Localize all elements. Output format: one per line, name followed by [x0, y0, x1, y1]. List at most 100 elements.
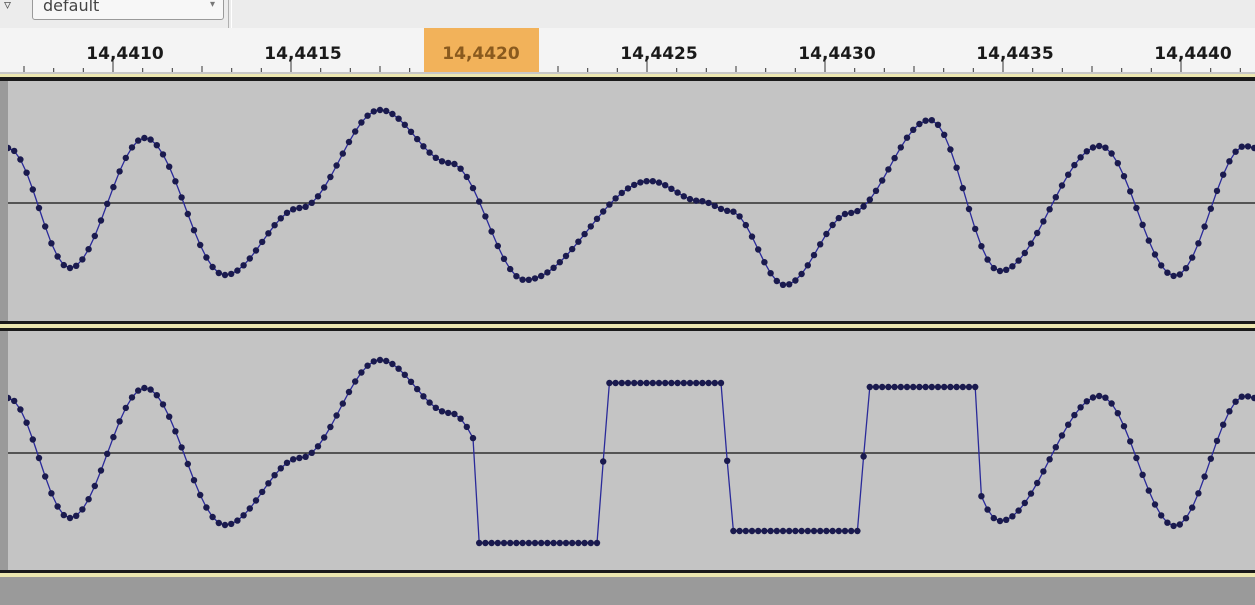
- sample-point: [333, 162, 340, 169]
- sample-point: [699, 379, 706, 387]
- sample-point: [1102, 144, 1109, 151]
- sample-point: [531, 275, 539, 282]
- track-bottom-border: [0, 570, 1255, 573]
- sample-point: [54, 503, 61, 510]
- sample-point: [178, 444, 185, 451]
- sample-point: [469, 184, 477, 192]
- sample-point: [916, 120, 923, 128]
- sample-point: [500, 539, 508, 547]
- sample-point: [240, 512, 247, 519]
- ruler-label: 14,4420: [442, 44, 520, 64]
- sample-point: [166, 413, 173, 420]
- sample-point: [432, 154, 439, 161]
- sample-point: [872, 383, 880, 391]
- sample-point: [308, 199, 315, 206]
- time-ruler[interactable]: [0, 28, 1255, 74]
- sample-point: [42, 223, 49, 230]
- sample-point: [432, 404, 439, 411]
- sample-point: [606, 379, 613, 387]
- sample-point: [395, 115, 402, 122]
- sample-point: [631, 379, 638, 387]
- sample-point: [897, 383, 904, 391]
- sample-point: [1170, 272, 1177, 280]
- sample-point: [823, 230, 830, 238]
- sample-point: [1034, 479, 1041, 487]
- sample-point: [79, 256, 86, 263]
- sample-point: [1176, 271, 1184, 278]
- sample-point: [1133, 454, 1140, 462]
- sample-point: [841, 210, 849, 218]
- dropdown-glyph-icon: ▿: [4, 0, 12, 13]
- sample-point: [866, 196, 873, 203]
- sample-point: [240, 262, 247, 269]
- preset-combo-box[interactable]: default ▾: [32, 0, 224, 20]
- sample-point: [996, 267, 1004, 275]
- sample-point: [618, 189, 625, 197]
- sample-point: [525, 276, 532, 283]
- ruler-label: 14,4435: [976, 44, 1053, 64]
- top-track[interactable]: [8, 81, 1255, 321]
- sample-point: [1058, 182, 1066, 189]
- sample-point: [482, 213, 489, 220]
- sample-point: [860, 453, 867, 460]
- sample-point: [66, 264, 74, 272]
- sample-point: [922, 117, 929, 124]
- track-separator-dark-2: [0, 328, 1255, 331]
- sample-point: [1021, 499, 1028, 507]
- sample-point: [252, 497, 260, 504]
- sample-point: [401, 121, 408, 128]
- sample-point: [395, 365, 402, 372]
- sample-point: [1083, 148, 1091, 155]
- sample-point: [1077, 404, 1084, 411]
- track-separator-dark: [0, 321, 1255, 324]
- sample-point: [1052, 444, 1060, 451]
- sample-point: [693, 379, 700, 387]
- sample-point: [910, 126, 917, 133]
- sample-point: [941, 383, 948, 391]
- sample-point: [848, 209, 855, 217]
- sample-point: [383, 107, 390, 115]
- sample-point: [327, 173, 334, 181]
- sample-point: [531, 539, 539, 547]
- sample-point: [488, 539, 495, 547]
- sample-point: [773, 277, 780, 285]
- sample-point: [48, 240, 55, 247]
- sample-point: [972, 225, 979, 233]
- sample-point: [779, 527, 787, 535]
- track-bottom-highlight: [0, 573, 1255, 577]
- sample-point: [1226, 408, 1233, 415]
- sample-point: [333, 412, 340, 419]
- sample-point: [637, 179, 644, 186]
- sample-point: [1189, 504, 1196, 511]
- sample-point: [612, 379, 619, 387]
- sample-point: [246, 505, 253, 512]
- sample-point: [513, 539, 520, 547]
- sample-point: [618, 379, 625, 387]
- sample-point: [798, 270, 805, 278]
- sample-point: [990, 514, 997, 522]
- sample-point: [283, 209, 291, 216]
- bottom-track[interactable]: [8, 331, 1255, 570]
- sample-point: [147, 386, 154, 393]
- sample-point: [525, 539, 532, 547]
- sample-point: [116, 418, 123, 425]
- sample-point: [265, 480, 272, 487]
- sample-point: [296, 204, 303, 212]
- sample-point: [345, 388, 353, 396]
- sample-point: [1220, 171, 1227, 178]
- sample-point: [389, 360, 396, 368]
- ruler-highlight: [424, 28, 539, 72]
- sample-point: [711, 202, 718, 210]
- sample-point: [221, 271, 229, 279]
- sample-point: [1220, 421, 1227, 428]
- sample-point: [259, 238, 266, 246]
- sample-point: [414, 135, 421, 143]
- sample-point: [1164, 519, 1171, 526]
- sample-point: [841, 527, 849, 535]
- sample-point: [73, 262, 80, 269]
- sample-point: [1232, 398, 1239, 405]
- sample-point: [1015, 507, 1022, 514]
- sample-point: [662, 182, 669, 189]
- sample-point: [724, 207, 731, 214]
- sample-point: [1077, 154, 1084, 161]
